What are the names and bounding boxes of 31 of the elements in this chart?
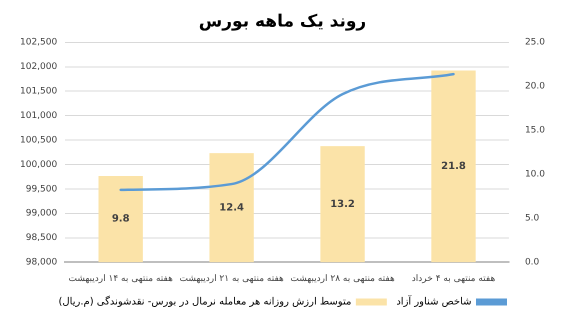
y2-tick-label: 0.0 — [524, 258, 540, 268]
chart-title: روند یک ماهه بورس — [198, 12, 366, 32]
data-label: 13.2 — [330, 198, 355, 210]
x-tick-label: هفته منتهی به ۴ خرداد — [412, 274, 496, 284]
legend-label: متوسط ارزش روزانه هر معامله نرمال در بورس- نقدشوندگی (م.ریال) — [58, 296, 352, 308]
y-tick-label: 101,500 — [20, 86, 58, 97]
y2-tick-label: 5.0 — [524, 214, 540, 224]
y-tick-label: 99,500 — [26, 184, 58, 194]
y2-tick-label: 10.0 — [524, 170, 546, 180]
y-tick-label: 100,000 — [20, 160, 58, 170]
y2-tick-label: 25.0 — [524, 38, 546, 48]
x-tick-label: هفته منتهی به ۱۴ اردیبهشت — [68, 274, 174, 284]
y2-tick-label: 15.0 — [524, 126, 546, 136]
bar — [431, 70, 476, 262]
y-tick-label: 102,500 — [20, 38, 58, 48]
data-label: 12.4 — [219, 202, 244, 214]
bar — [320, 146, 365, 262]
y2-tick-label: 20.0 — [524, 82, 546, 92]
y-tick-label: 101,000 — [20, 111, 58, 122]
bar — [98, 176, 143, 262]
data-label: 21.8 — [441, 160, 466, 172]
legend-label: شاخص شناور آزاد — [396, 294, 472, 308]
x-tick-label: هفته منتهی به ۲۱ اردیبهشت — [179, 274, 284, 284]
x-tick-label: هفته منتهی به ۲۸ اردیبهشت — [290, 274, 395, 284]
y-tick-label: 98,000 — [26, 258, 58, 268]
y-tick-label: 99,000 — [26, 208, 58, 219]
bar — [209, 153, 254, 262]
data-label: 9.8 — [112, 214, 130, 225]
y-tick-label: 98,500 — [26, 233, 58, 244]
y-tick-label: 100,500 — [20, 135, 58, 146]
y-tick-label: 102,000 — [20, 62, 58, 72]
